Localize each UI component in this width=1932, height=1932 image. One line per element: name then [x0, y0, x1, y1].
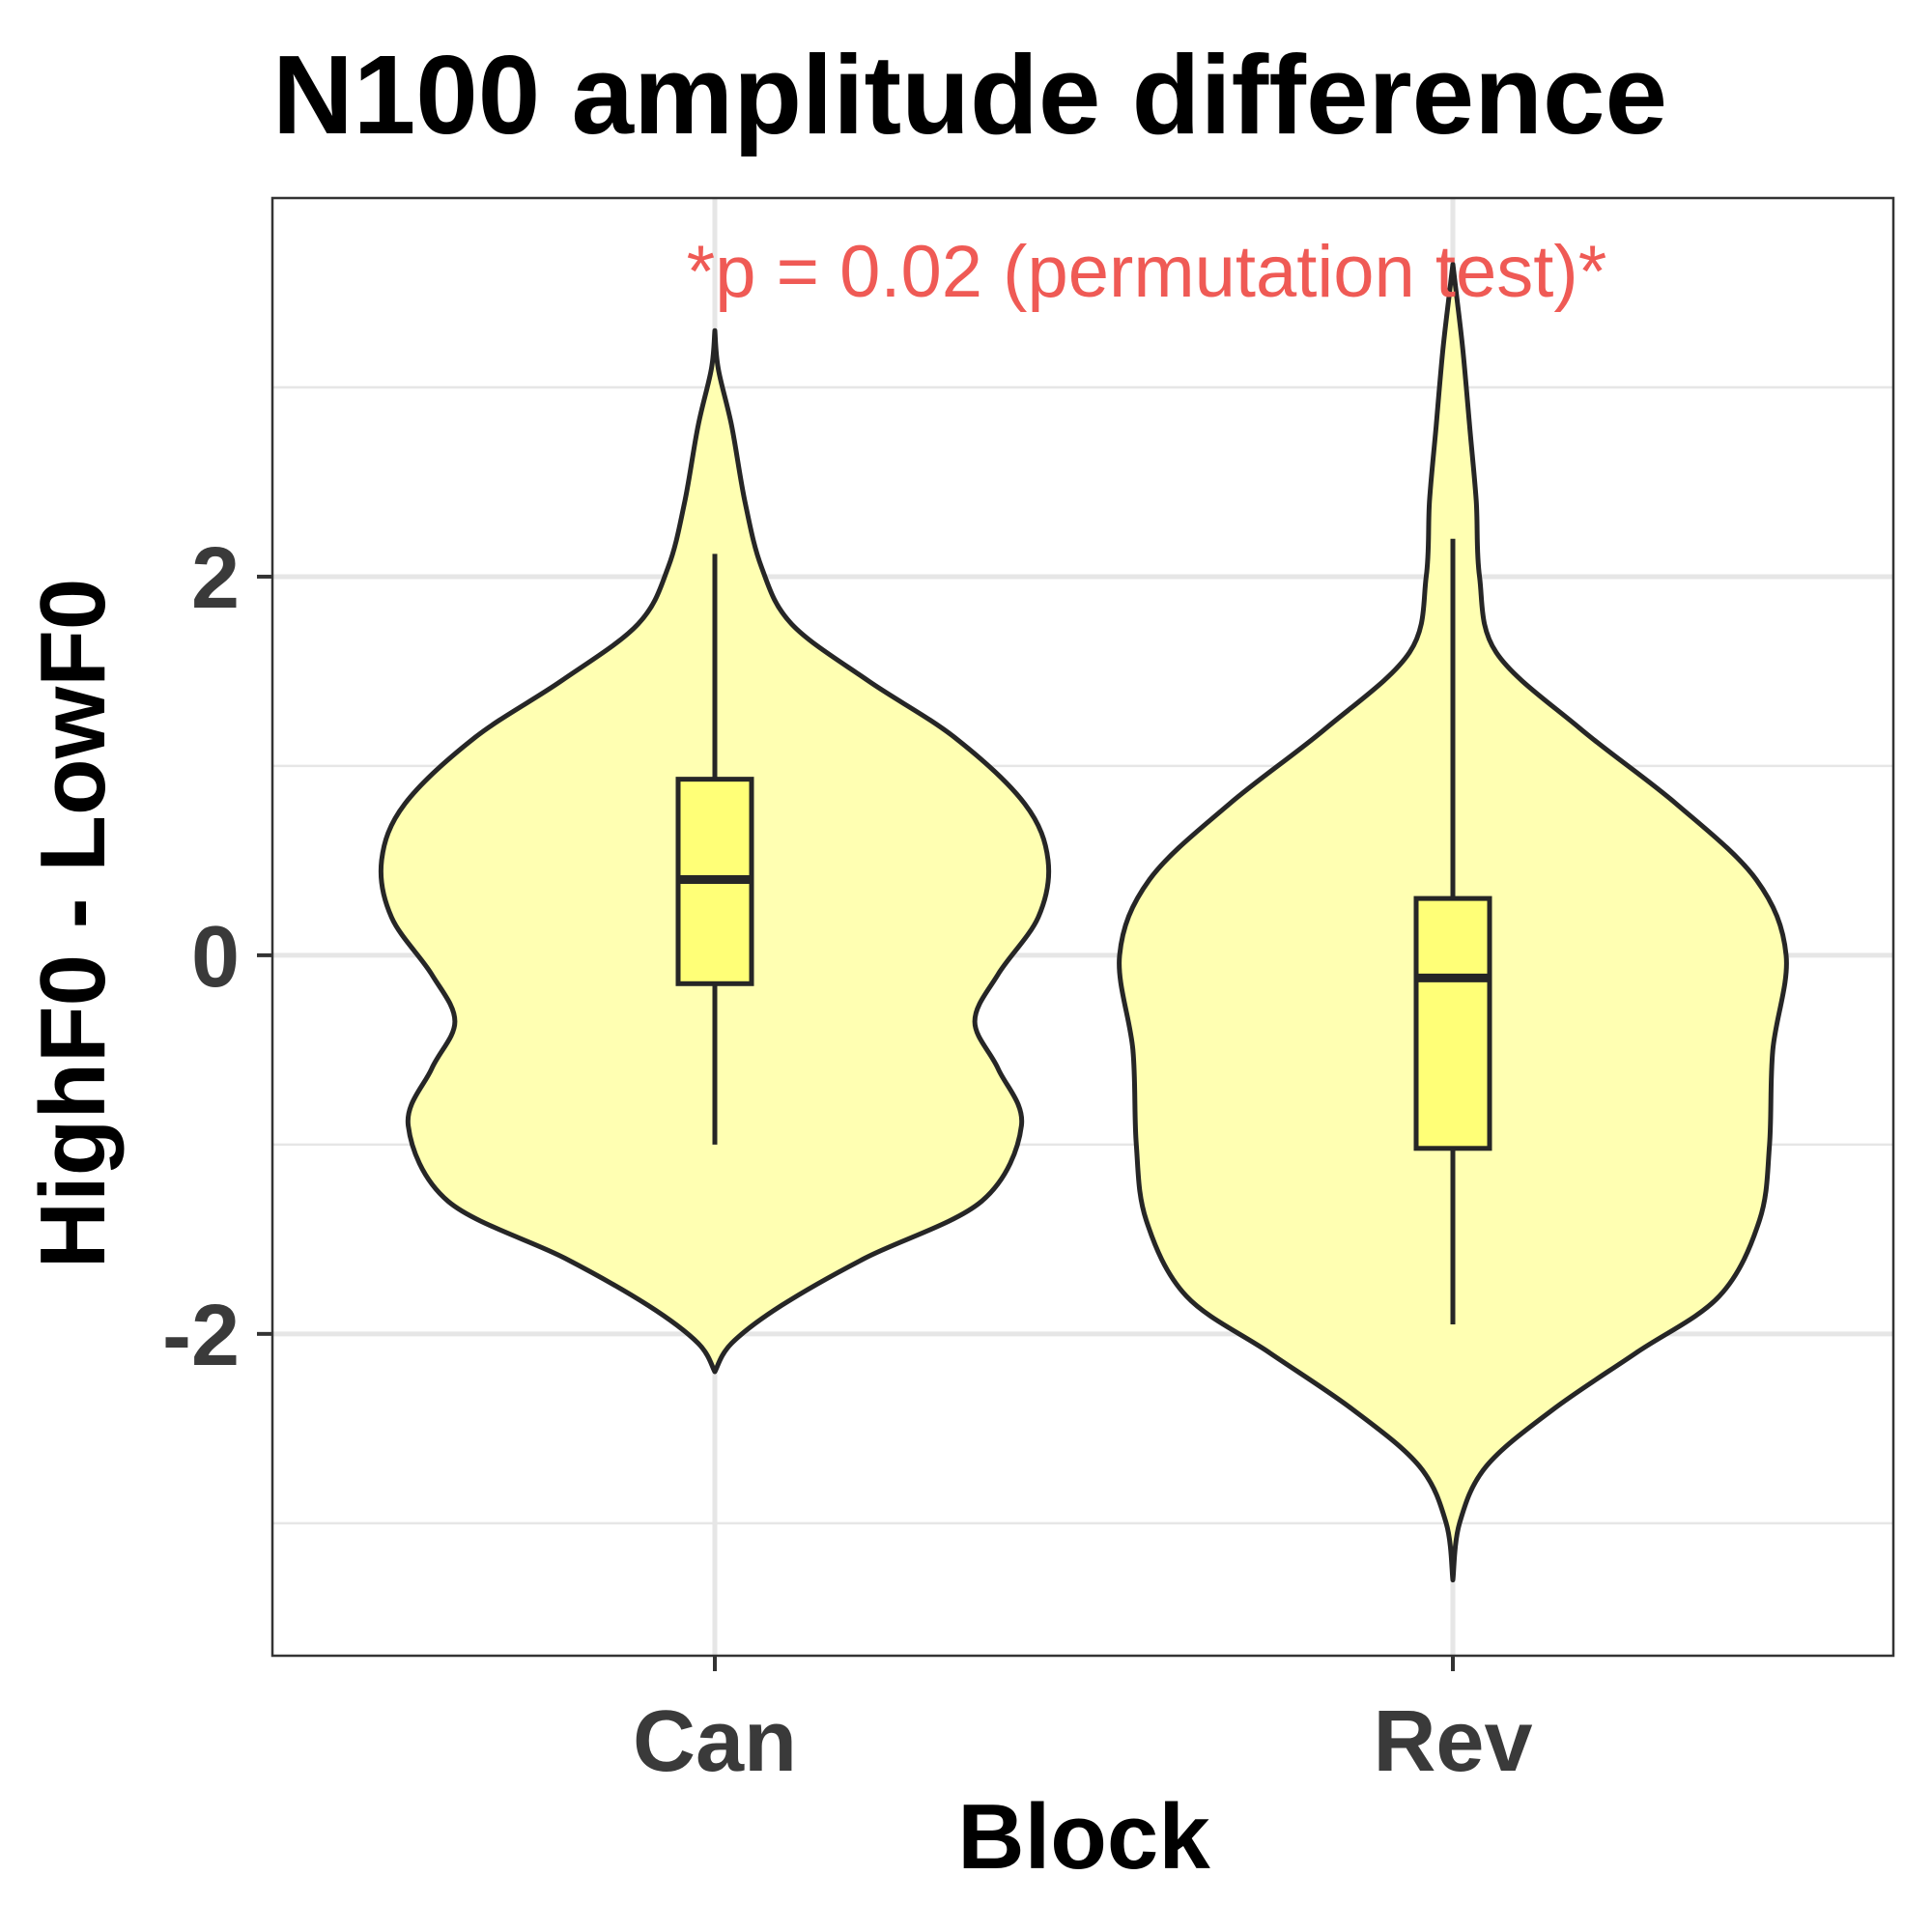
y-tick-label: 0 [191, 909, 240, 1006]
boxplot-rev [1413, 538, 1492, 1325]
chart-title: N100 amplitude difference [272, 32, 1667, 157]
y-tick-label: 2 [191, 530, 240, 627]
significance-annotation: *p = 0.02 (permutation test)* [687, 231, 1607, 313]
x-tick-label: Can [633, 1693, 797, 1790]
panel-border [270, 196, 1895, 1658]
box-plots [675, 538, 1492, 1325]
boxplot-can [675, 554, 754, 1145]
x-tick-label: Rev [1373, 1693, 1532, 1790]
plot-panel-border [270, 196, 1895, 1658]
x-axis-label: Block [957, 1785, 1210, 1889]
y-axis-label: HighF0 - LowF0 [21, 579, 125, 1269]
box-iqr [1413, 895, 1492, 1151]
y-tick-label: -2 [162, 1288, 240, 1384]
axes: -2 0 2 Can Rev [162, 530, 1533, 1790]
